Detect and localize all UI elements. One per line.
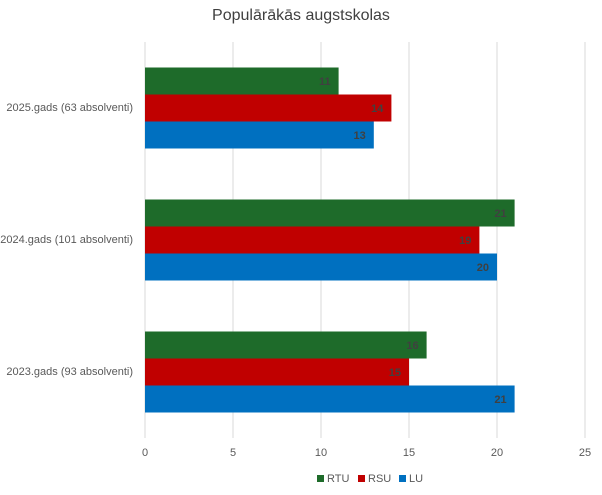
x-tick-label: 15: [403, 447, 415, 459]
bar: [145, 67, 339, 95]
value-label: 15: [389, 367, 401, 379]
legend-swatch: [358, 475, 365, 482]
y-tick-label: 2025.gads (63 absolventi): [6, 102, 133, 114]
value-label: 21: [494, 394, 506, 406]
legend-swatch: [317, 475, 324, 482]
bar: [145, 199, 515, 227]
legend-label: RTU: [327, 473, 349, 485]
x-tick-label: 0: [142, 447, 148, 459]
legend-label: RSU: [368, 473, 391, 485]
bar: [145, 385, 515, 413]
value-label: 19: [459, 235, 471, 247]
bar: [145, 226, 480, 254]
value-label: 20: [477, 262, 489, 274]
legend-label: LU: [409, 473, 423, 485]
value-label: 16: [406, 340, 418, 352]
value-label: 13: [354, 130, 366, 142]
bar: [145, 331, 427, 359]
y-tick-label: 2024.gads (101 absolventi): [0, 234, 133, 246]
y-tick-label: 2023.gads (93 absolventi): [6, 366, 133, 378]
value-label: 21: [494, 208, 506, 220]
chart-title: Populārākās augstskolas: [212, 7, 390, 24]
value-label: 11: [319, 76, 331, 88]
x-tick-label: 25: [579, 447, 591, 459]
x-tick-label: 10: [315, 447, 327, 459]
legend-swatch: [399, 475, 406, 482]
x-tick-label: 5: [230, 447, 236, 459]
bar: [145, 94, 392, 122]
bar: [145, 358, 409, 386]
value-label: 14: [371, 103, 384, 115]
bar: [145, 121, 374, 149]
x-tick-label: 20: [491, 447, 503, 459]
bar: [145, 253, 497, 281]
